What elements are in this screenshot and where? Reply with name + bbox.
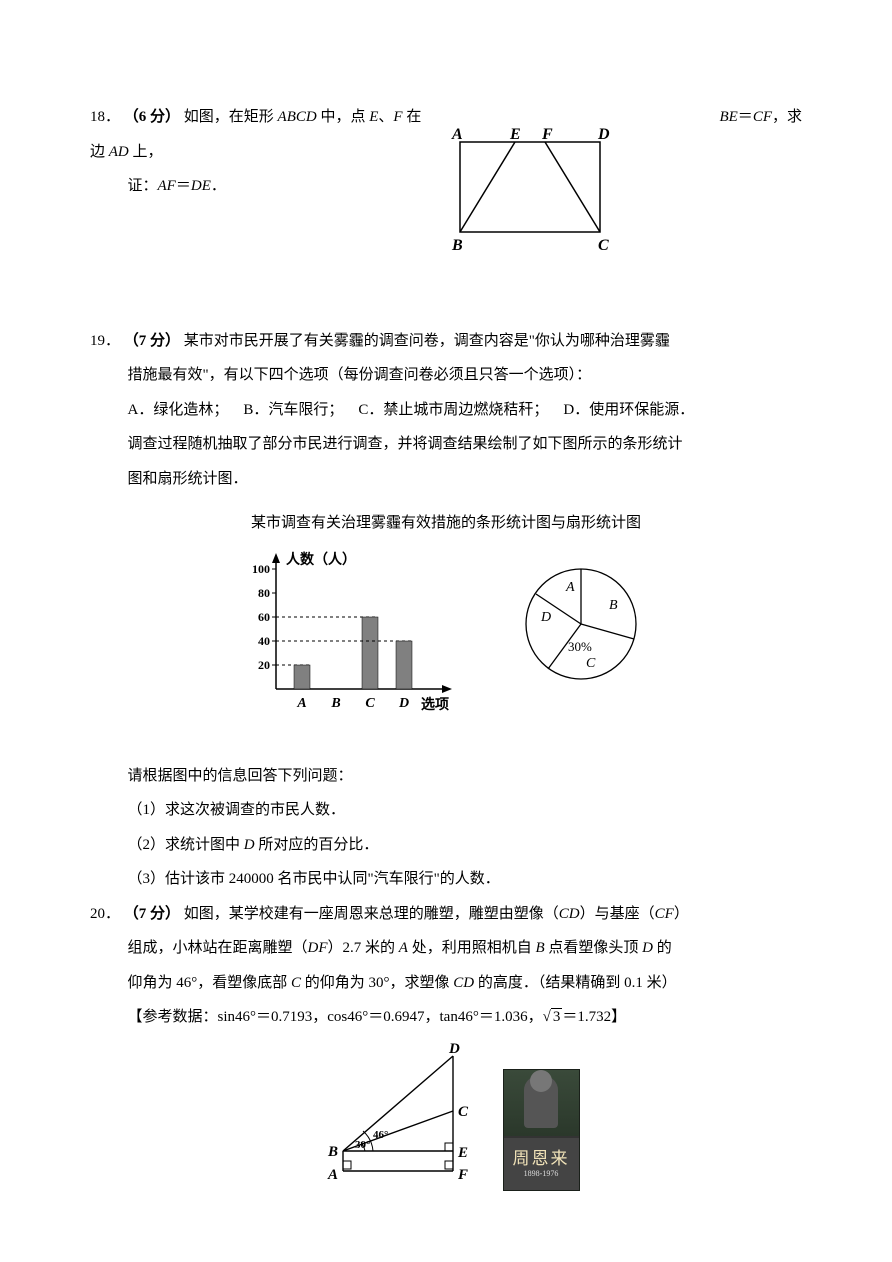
svg-text:B: B — [330, 696, 340, 711]
label-C: C — [598, 237, 609, 254]
sqrt-icon: √3 — [543, 1000, 563, 1035]
svg-text:46°: 46° — [373, 1129, 388, 1141]
statue-photo: 周恩来 1898-1976 — [503, 1069, 580, 1191]
pie-chart: A B C D 30% — [506, 549, 656, 699]
svg-text:人数（人）: 人数（人） — [286, 551, 356, 568]
bar-chart: 20 40 60 80 100 A B C D 人数（人） 选项 — [236, 549, 466, 719]
q20-figure: 30° 46° B A E C D F — [313, 1041, 483, 1191]
question-18: 18． （6 分） 如图，在矩形 ABCD 中，点 E、F 在边 AD 上， B… — [90, 100, 802, 204]
svg-text:A: A — [565, 580, 575, 595]
svg-text:40: 40 — [258, 634, 270, 648]
q18-points: （6 分） — [124, 109, 180, 125]
charts-row: 20 40 60 80 100 A B C D 人数（人） 选项 A B C D 30% — [90, 549, 802, 719]
svg-text:A: A — [327, 1167, 338, 1183]
svg-text:100: 100 — [252, 562, 270, 576]
label-F: F — [541, 126, 553, 143]
svg-text:C: C — [586, 656, 596, 671]
svg-text:B: B — [327, 1144, 338, 1160]
q20-points: （7 分） — [124, 906, 180, 922]
q19-points: （7 分） — [124, 333, 180, 349]
q18-number: 18． — [90, 109, 120, 125]
svg-text:80: 80 — [258, 586, 270, 600]
svg-text:F: F — [457, 1167, 468, 1183]
svg-text:60: 60 — [258, 610, 270, 624]
label-B: B — [451, 237, 463, 254]
q19-sub3: （3）估计该市 240000 名市民中认同"汽车限行"的人数． — [90, 862, 802, 897]
q19-options: A．绿化造林； B．汽车限行； C．禁止城市周边燃烧秸秆； D．使用环保能源． — [90, 393, 802, 428]
svg-text:C: C — [458, 1104, 469, 1120]
svg-text:E: E — [457, 1145, 468, 1161]
question-20: 20． （7 分） 如图，某学校建有一座周恩来总理的雕塑，雕塑由塑像（CD）与基… — [90, 897, 802, 1191]
q20-number: 20． — [90, 906, 120, 922]
label-A: A — [451, 126, 463, 143]
svg-text:30%: 30% — [568, 639, 592, 654]
q18-text: 如图，在矩形 — [184, 109, 278, 125]
q19-sub1: （1）求这次被调查的市民人数． — [90, 793, 802, 828]
svg-text:C: C — [365, 696, 375, 711]
svg-text:30°: 30° — [355, 1139, 370, 1151]
q18-abcd: ABCD — [278, 109, 317, 125]
label-D: D — [597, 126, 610, 143]
q18-figure: A E F D B C — [430, 122, 630, 262]
label-E: E — [509, 126, 521, 143]
svg-text:D: D — [448, 1041, 460, 1057]
q19-sub2: （2）求统计图中 D 所对应的百分比． — [90, 828, 802, 863]
question-19: 19． （7 分） 某市对市民开展了有关雾霾的调查问卷，调查内容是"你认为哪种治… — [90, 324, 802, 897]
svg-text:D: D — [540, 610, 551, 625]
svg-text:20: 20 — [258, 658, 270, 672]
svg-text:选项: 选项 — [421, 696, 449, 713]
svg-text:D: D — [398, 696, 409, 711]
chart-title: 某市调查有关治理雾霾有效措施的条形统计图与扇形统计图 — [90, 506, 802, 541]
svg-text:A: A — [296, 696, 306, 711]
svg-text:B: B — [609, 598, 618, 613]
q19-number: 19． — [90, 333, 120, 349]
